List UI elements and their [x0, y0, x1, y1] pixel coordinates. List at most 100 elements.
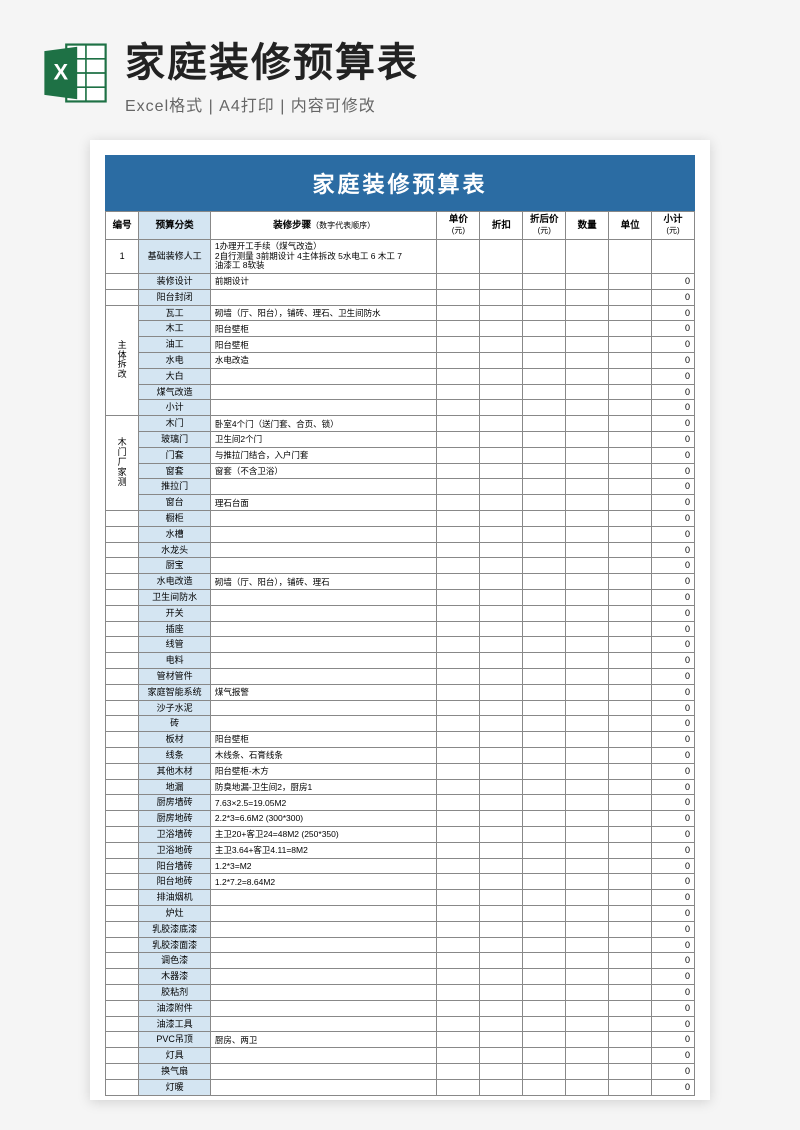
table-row: 水电改造砌墙（厅、阳台），铺砖、理石0	[106, 574, 695, 590]
unit-cell	[609, 984, 652, 1000]
category-cell: 换气扇	[139, 1063, 211, 1079]
subtotal-cell: 0	[652, 368, 695, 384]
step-cell: 7.63×2.5=19.05M2	[210, 795, 437, 811]
unit-cell	[609, 763, 652, 779]
after-cell	[523, 984, 566, 1000]
category-cell: 卫浴地砖	[139, 842, 211, 858]
after-cell	[523, 890, 566, 906]
subtotal-cell: 0	[652, 858, 695, 874]
table-row: 电料0	[106, 653, 695, 669]
col-step: 装修步骤（数字代表顺序）	[210, 212, 437, 240]
price-cell	[437, 779, 480, 795]
price-cell	[437, 1016, 480, 1032]
after-cell	[523, 542, 566, 558]
price-cell	[437, 605, 480, 621]
subtotal-cell: 0	[652, 305, 695, 321]
subtotal-cell: 0	[652, 274, 695, 290]
table-row: 开关0	[106, 605, 695, 621]
category-cell: 沙子水泥	[139, 700, 211, 716]
table-row: 窗台理石台面0	[106, 495, 695, 511]
step-cell	[210, 1079, 437, 1095]
col-after: 折后价(元)	[523, 212, 566, 240]
after-cell	[523, 289, 566, 305]
subtotal-cell: 0	[652, 400, 695, 416]
unit-cell	[609, 558, 652, 574]
unit-cell	[609, 921, 652, 937]
unit-cell	[609, 653, 652, 669]
qty-cell	[566, 368, 609, 384]
category-cell: 橱柜	[139, 511, 211, 527]
qty-cell	[566, 874, 609, 890]
discount-cell	[480, 842, 523, 858]
step-cell: 1办理开工手续（煤气改造） 2自行测量 3前期设计 4主体拆改 5水电工 6 木…	[210, 239, 437, 273]
qty-cell	[566, 1000, 609, 1016]
unit-cell	[609, 858, 652, 874]
table-row: 乳胶漆面漆0	[106, 937, 695, 953]
header-subtitle: Excel格式 | A4打印 | 内容可修改	[125, 92, 760, 116]
table-row: 水龙头0	[106, 542, 695, 558]
subtotal-cell: 0	[652, 447, 695, 463]
col-idx: 编号	[106, 212, 139, 240]
table-row: 1基础装修人工1办理开工手续（煤气改造） 2自行测量 3前期设计 4主体拆改 5…	[106, 239, 695, 273]
category-cell: 调色漆	[139, 953, 211, 969]
qty-cell	[566, 716, 609, 732]
discount-cell	[480, 353, 523, 369]
unit-cell	[609, 700, 652, 716]
table-row: 线条木线条、石膏线条0	[106, 747, 695, 763]
col-unit: 单位	[609, 212, 652, 240]
unit-cell	[609, 716, 652, 732]
after-cell	[523, 479, 566, 495]
discount-cell	[480, 605, 523, 621]
unit-cell	[609, 289, 652, 305]
document-title: 家庭装修预算表	[105, 155, 695, 211]
step-cell	[210, 984, 437, 1000]
category-cell: 管材管件	[139, 669, 211, 685]
price-cell	[437, 937, 480, 953]
category-cell: 木器漆	[139, 969, 211, 985]
after-cell	[523, 305, 566, 321]
document-page: 家庭装修预算表 编号 预算分类 装修步骤（数字代表顺序） 单价(元) 折扣 折后…	[90, 140, 710, 1100]
discount-cell	[480, 874, 523, 890]
subtotal-cell: 0	[652, 747, 695, 763]
table-row: 灯具0	[106, 1048, 695, 1064]
category-cell: 电料	[139, 653, 211, 669]
after-cell	[523, 416, 566, 432]
qty-cell	[566, 921, 609, 937]
discount-cell	[480, 463, 523, 479]
qty-cell	[566, 526, 609, 542]
after-cell	[523, 1032, 566, 1048]
col-step-label: 装修步骤	[273, 220, 311, 231]
discount-cell	[480, 574, 523, 590]
subtotal-cell: 0	[652, 732, 695, 748]
unit-cell	[609, 732, 652, 748]
discount-cell	[480, 921, 523, 937]
unit-cell	[609, 495, 652, 511]
after-cell	[523, 605, 566, 621]
table-row: 油工阳台壁柜0	[106, 337, 695, 353]
unit-cell	[609, 353, 652, 369]
step-cell: 卧室4个门（送门套、合页、锁）	[210, 416, 437, 432]
idx-cell	[106, 1063, 139, 1079]
subtotal-cell: 0	[652, 289, 695, 305]
after-cell	[523, 337, 566, 353]
category-cell: 炉灶	[139, 905, 211, 921]
unit-cell	[609, 368, 652, 384]
step-cell: 前期设计	[210, 274, 437, 290]
category-cell: 瓦工	[139, 305, 211, 321]
discount-cell	[480, 1048, 523, 1064]
col-discount: 折扣	[480, 212, 523, 240]
table-row: 沙子水泥0	[106, 700, 695, 716]
after-cell	[523, 637, 566, 653]
idx-cell	[106, 574, 139, 590]
category-cell: 水电	[139, 353, 211, 369]
category-cell: 乳胶漆面漆	[139, 937, 211, 953]
price-cell	[437, 1000, 480, 1016]
table-row: 水槽0	[106, 526, 695, 542]
discount-cell	[480, 432, 523, 448]
category-cell: 大白	[139, 368, 211, 384]
after-cell	[523, 274, 566, 290]
category-cell: 油漆附件	[139, 1000, 211, 1016]
subtotal-cell: 0	[652, 1079, 695, 1095]
category-cell: 开关	[139, 605, 211, 621]
price-cell	[437, 558, 480, 574]
